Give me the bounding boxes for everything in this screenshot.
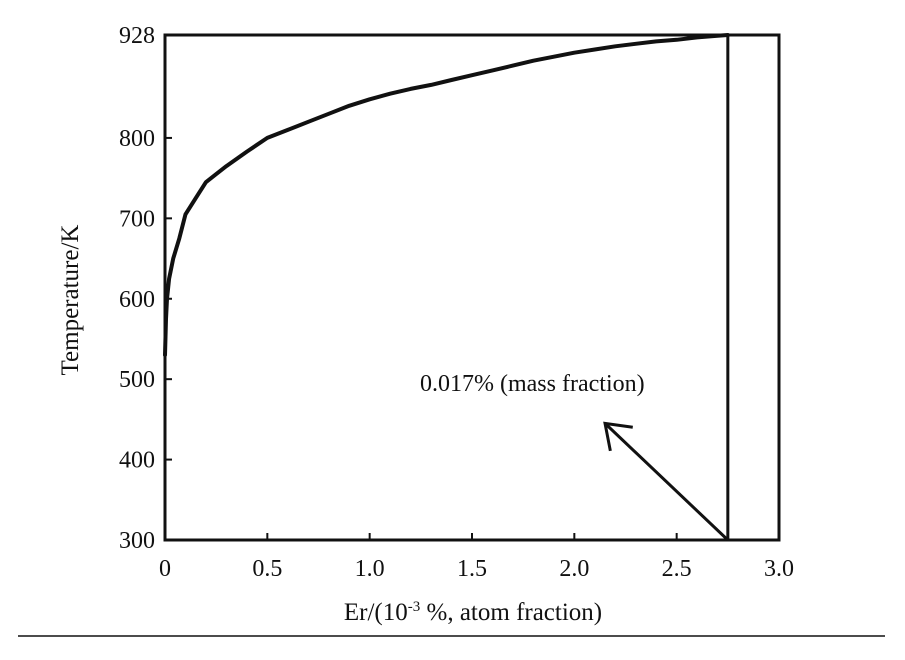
- x-tick-label: 1.0: [355, 556, 385, 582]
- x-tick-label: 2.0: [559, 556, 589, 582]
- plot-frame: [163, 33, 781, 542]
- x-tick-label: 1.5: [457, 556, 487, 582]
- annotation-label: 0.017% (mass fraction): [420, 371, 645, 397]
- x-axis-label: Er/(10-3 %, atom fraction): [344, 599, 602, 626]
- annotation-arrow-shaft: [604, 422, 729, 542]
- y-tick-label: 600: [119, 287, 155, 313]
- x-tick-label: 0.5: [252, 556, 282, 582]
- y-tick-label: 800: [119, 126, 155, 152]
- x-axis-label-main: Er/(10: [344, 599, 408, 626]
- y-axis-label: Temperature/K: [57, 225, 84, 376]
- y-tick-label: 700: [119, 206, 155, 232]
- y-tick-label: 300: [119, 528, 155, 554]
- x-tick-label: 0: [159, 556, 171, 582]
- y-tick-label: 400: [119, 448, 155, 474]
- x-axis: 0 0.5 1.0 1.5 2.0 2.5 3.0: [159, 533, 794, 582]
- x-axis-label-sup: -3: [408, 599, 421, 615]
- y-axis: 300 400 500 600 700 800 928: [119, 23, 172, 554]
- annotation-arrow-head: [603, 421, 633, 452]
- x-tick-label: 3.0: [764, 556, 794, 582]
- plot-area: [163, 33, 781, 542]
- x-tick-label: 2.5: [662, 556, 692, 582]
- x-axis-label-rest: %, atom fraction): [420, 599, 602, 626]
- y-tick-label: 500: [119, 367, 155, 393]
- solvus-curve: [163, 33, 730, 357]
- y-tick-label: 928: [119, 23, 155, 49]
